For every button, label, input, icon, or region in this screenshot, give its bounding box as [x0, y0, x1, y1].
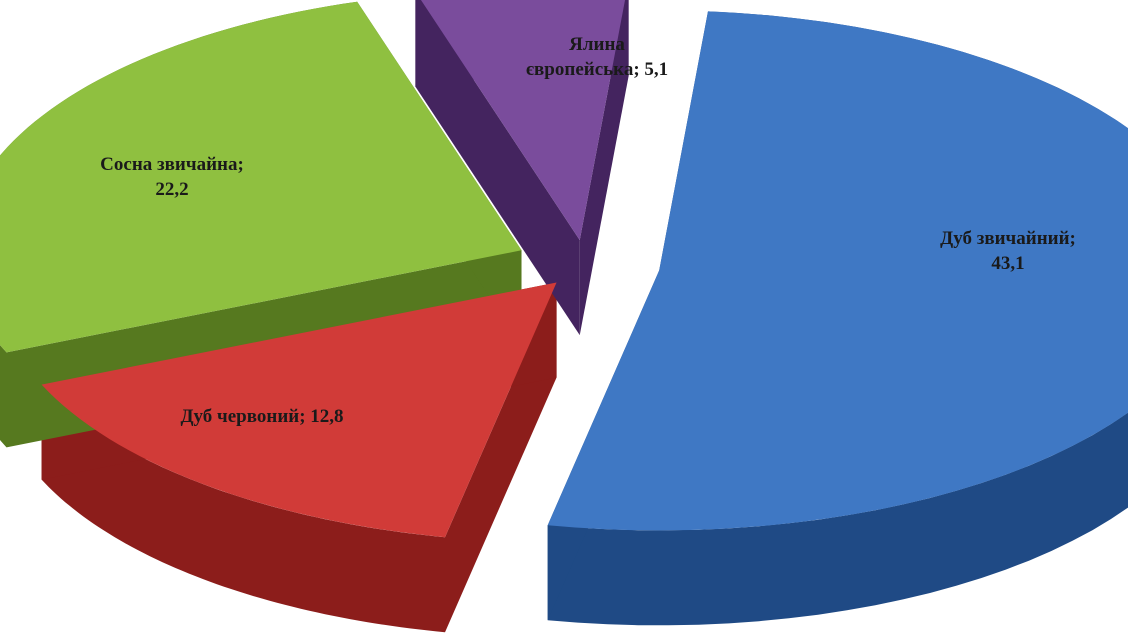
pie-labels: Дуб звичайний; 43,1 Дуб червоний; 12,8 Сосн…: [100, 34, 1076, 427]
pie-slice-label-2: Сосна звичайна; 22,2: [100, 154, 244, 200]
pie-slice-side-0: [547, 11, 1128, 626]
pie-slice-label-line: європейська; 5,1: [526, 59, 668, 80]
pie-slice-label-line: Дуб червоний; 12,8: [180, 406, 343, 427]
pie-slice-3: [420, 0, 626, 241]
pie-slice-1: [41, 282, 557, 538]
pie-slice-label-0: Дуб звичайний; 43,1: [940, 228, 1076, 274]
pie-slice-label-line: 43,1: [991, 253, 1024, 274]
pie-slice-label-line: Дуб звичайний;: [940, 228, 1076, 249]
pie-slice-side-1: [41, 384, 445, 633]
pie-slice-label-line: Ялина: [569, 34, 625, 55]
pie-slice-label-1: Дуб червоний; 12,8: [180, 406, 343, 427]
pie-slice-0: [547, 11, 1128, 531]
pie-slice-2: [0, 1, 522, 353]
pie-slice-cut-3-0: [415, 0, 580, 336]
pie-tops: [0, 0, 1128, 538]
pie-slice-label-line: Сосна звичайна;: [100, 154, 244, 175]
pie-slice-label-3: Ялина європейська; 5,1: [526, 34, 668, 80]
pie-slice-label-line: 22,2: [155, 179, 188, 200]
pie-slice-cut-3-1: [579, 0, 629, 336]
